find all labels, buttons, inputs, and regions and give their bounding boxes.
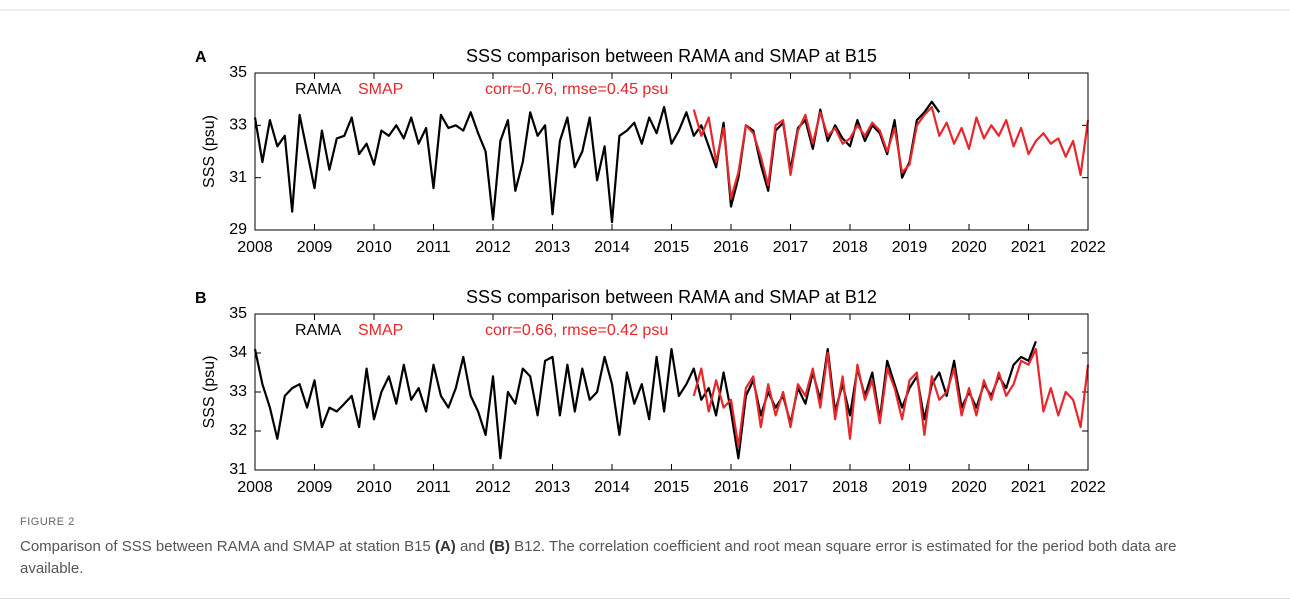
caption-ref: (A): [434, 538, 456, 555]
x-tick-label: 2008: [237, 239, 273, 256]
x-tick-label: 2015: [654, 239, 690, 256]
plot-frame: [254, 313, 1089, 471]
chart-title: SSS comparison between RAMA and SMAP at …: [466, 287, 877, 307]
y-tick-label: 33: [229, 383, 247, 400]
caption-ref: (B): [489, 538, 510, 555]
annotation: corr=0.66, rmse=0.42 psu: [485, 322, 668, 339]
x-tick-label: 2015: [654, 479, 690, 496]
x-tick-label: 2021: [1011, 479, 1047, 496]
x-tick-label: 2014: [594, 239, 630, 256]
x-tick-label: 2011: [416, 479, 451, 496]
y-tick-label: 35: [229, 305, 247, 322]
y-axis-label: SSS (psu): [201, 115, 218, 188]
y-tick-label: 34: [229, 344, 247, 361]
x-tick-label: 2020: [951, 479, 987, 496]
panel-label: B: [195, 290, 207, 307]
x-tick-label: 2019: [892, 479, 928, 496]
x-tick-label: 2013: [535, 239, 571, 256]
chart-title: SSS comparison between RAMA and SMAP at …: [466, 46, 877, 66]
legend-entry: RAMA: [295, 81, 342, 98]
x-tick-label: 2017: [773, 479, 809, 496]
x-tick-label: 2009: [297, 239, 333, 256]
x-tick-label: 2017: [773, 239, 809, 256]
data-line: [253, 340, 1037, 460]
data-line: [692, 348, 1090, 448]
panel-label: A: [195, 49, 207, 66]
caption-text: Comparison of SSS between RAMA and SMAP …: [20, 538, 435, 555]
x-tick-label: 2010: [356, 239, 392, 256]
x-tick-label: 2018: [832, 479, 868, 496]
annotation: corr=0.76, rmse=0.45 psu: [485, 81, 668, 98]
x-tick-label: 2022: [1070, 479, 1106, 496]
x-tick-label: 2014: [594, 479, 630, 496]
y-tick-label: 31: [229, 169, 247, 186]
legend-entry: SMAP: [358, 322, 403, 339]
x-tick-label: 2013: [535, 479, 571, 496]
figure-caption: Comparison of SSS between RAMA and SMAP …: [20, 536, 1200, 580]
data-line: [692, 105, 1090, 200]
plot-frame: [254, 72, 1089, 231]
x-tick-label: 2016: [713, 239, 749, 256]
bottom-rule: [0, 598, 1290, 599]
y-tick-label: 35: [229, 64, 247, 81]
x-tick-label: 2021: [1011, 239, 1047, 256]
data-line: [253, 100, 941, 224]
x-tick-label: 2012: [475, 479, 511, 496]
x-tick-label: 2012: [475, 239, 511, 256]
x-tick-label: 2010: [356, 479, 392, 496]
legend-entry: RAMA: [295, 322, 342, 339]
caption-text: and: [455, 538, 490, 555]
legend-entry: SMAP: [358, 81, 403, 98]
x-tick-label: 2018: [832, 239, 868, 256]
x-tick-label: 2011: [416, 239, 451, 256]
y-tick-label: 29: [229, 221, 247, 238]
y-tick-label: 32: [229, 422, 247, 439]
x-tick-label: 2009: [297, 479, 333, 496]
figure: A SSS comparison between RAMA and SMAP at…: [0, 9, 1290, 496]
x-tick-label: 2019: [892, 239, 928, 256]
caption-text: B12. The correlation coefficient and roo…: [20, 538, 1177, 577]
x-tick-label: 2022: [1070, 239, 1106, 256]
figure-label: FIGURE 2: [20, 516, 75, 528]
x-tick-label: 2008: [237, 479, 273, 496]
y-tick-label: 31: [229, 461, 247, 478]
y-axis-label: SSS (psu): [201, 356, 218, 429]
x-tick-label: 2020: [951, 239, 987, 256]
y-tick-label: 33: [229, 117, 247, 134]
x-tick-label: 2016: [713, 479, 749, 496]
